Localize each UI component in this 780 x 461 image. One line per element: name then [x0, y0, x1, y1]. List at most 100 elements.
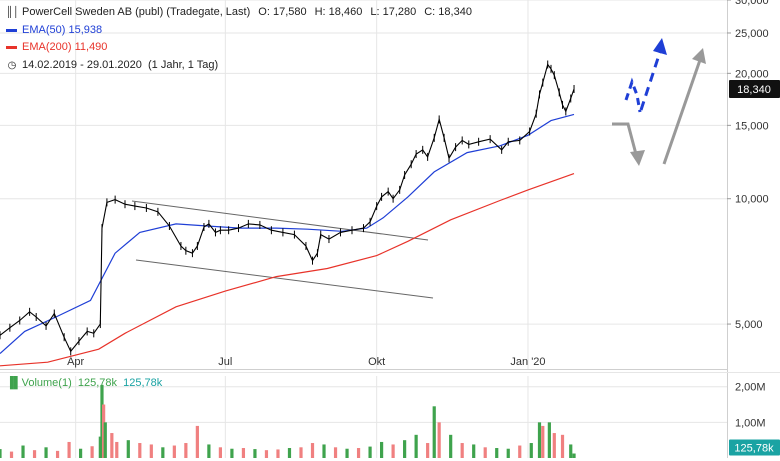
- volume-tag: 125,78k: [734, 443, 774, 455]
- channel-lines: [131, 200, 434, 299]
- ema200-swatch: [6, 46, 17, 50]
- volume-bar: [9, 451, 14, 458]
- volume-bar: [333, 447, 338, 458]
- volume-bar: [432, 406, 436, 458]
- ema50-layer: [0, 113, 575, 354]
- volume-bar: [21, 445, 25, 458]
- volume-bar: [184, 443, 188, 458]
- y-tick-label: 15,000: [735, 120, 769, 132]
- volume-tag-bg: [729, 439, 780, 456]
- volume-bar: [264, 450, 269, 458]
- volume-bar: [102, 404, 106, 458]
- volume-bar: [414, 434, 418, 458]
- y-tick-label: 5,000: [735, 319, 763, 331]
- volume-bar: [299, 447, 303, 458]
- volume-bar: [115, 441, 119, 458]
- volume-bar: [426, 443, 430, 458]
- y-tick-label: 20,000: [735, 68, 769, 80]
- volume-bar: [379, 441, 384, 458]
- volume-legend: ▐▌ Volume(1) 125,78k 125,78k: [6, 377, 162, 389]
- last-price-tag-bg: [729, 80, 780, 99]
- channel-upper-line: [131, 200, 429, 241]
- legend-title-row: ║│ PowerCell Sweden AB (publ) (Tradegate…: [6, 4, 472, 22]
- volume-bar: [161, 447, 165, 458]
- blue-dashed-arrow-long: [639, 51, 662, 111]
- volume-bar: [449, 434, 453, 458]
- candlestick-icon: ║│: [6, 7, 20, 18]
- chart-legend: ║│ PowerCell Sweden AB (publ) (Tradegate…: [6, 4, 472, 74]
- gray-up-arrow-head: [692, 48, 706, 64]
- volume-bars: [0, 384, 576, 458]
- ohlc-close-label: C:: [424, 6, 436, 18]
- volume-bar: [541, 425, 545, 458]
- last-price-tag: 18,340: [737, 84, 771, 96]
- volume-bar: [472, 444, 476, 458]
- volume-bar: [483, 447, 487, 458]
- range-dates: 14.02.2019 - 29.01.2020: [22, 58, 142, 71]
- volume-bar: [241, 448, 246, 458]
- ohlc-high-value: 18,460: [328, 6, 363, 18]
- volume-bar: [103, 422, 107, 458]
- volume-bar: [506, 448, 510, 458]
- volume-bar: [100, 384, 104, 458]
- value-tags: 18,340 125,78k: [729, 80, 780, 456]
- price-layer: [0, 60, 575, 356]
- x-tick-label: Okt: [368, 356, 385, 368]
- volume-bar: [98, 436, 102, 458]
- x-tick-label: Jan '20: [510, 356, 545, 368]
- volume-bar: [310, 443, 315, 458]
- x-tick-label: Apr: [67, 356, 84, 368]
- volume-bar: [67, 441, 71, 458]
- volume-bar: [391, 444, 395, 458]
- projection-arrows: [612, 38, 706, 166]
- volume-bar: [126, 440, 130, 458]
- volume-bar: [55, 450, 60, 458]
- y-tick-label: 25,000: [735, 28, 769, 40]
- volume-bar: [572, 453, 576, 458]
- ema200-layer: [0, 173, 575, 367]
- ema200-value: 11,490: [74, 41, 108, 53]
- legend-range-row: ◷ 14.02.2019 - 29.01.2020 (1 Jahr, 1 Tag…: [6, 57, 472, 75]
- volume-bar: [195, 425, 199, 458]
- volume-bar: [253, 449, 257, 458]
- volume-value-2: 125,78k: [123, 377, 163, 389]
- bar-chart-icon: ▐▌: [6, 377, 22, 389]
- y-tick-label: 10,000: [735, 194, 769, 206]
- channel-lower-line: [135, 259, 434, 299]
- ema200-label: EMA(200): [22, 41, 72, 53]
- volume-bar: [569, 444, 573, 458]
- gray-down-arrow: [612, 122, 639, 159]
- ohlc-low-value: 17,280: [382, 6, 417, 18]
- ohlc-close-value: 18,340: [438, 6, 472, 18]
- ohlc-open-value: 17,580: [272, 6, 307, 18]
- volume-bar: [138, 443, 142, 458]
- volume-bar: [437, 422, 441, 458]
- volume-bar: [547, 422, 551, 458]
- volume-bar: [32, 450, 37, 458]
- volume-bar: [495, 448, 499, 458]
- ema200-line: [0, 173, 575, 367]
- volume-bar: [537, 422, 542, 458]
- gray-down-arrow-head: [630, 150, 645, 166]
- ohlc-high-label: H:: [314, 6, 326, 18]
- volume-bar: [218, 447, 223, 458]
- blue-arrow-head: [653, 38, 667, 55]
- volume-bar: [276, 449, 280, 458]
- volume-bar: [560, 434, 565, 458]
- volume-tick-label: 2,00M: [735, 382, 766, 394]
- range-period: (1 Jahr, 1 Tag): [148, 58, 219, 71]
- y-tick-label: 30,000: [735, 0, 769, 7]
- ema50-swatch: [6, 28, 17, 32]
- ema50-label: EMA(50): [22, 23, 66, 36]
- legend-ema50-row: EMA(50) 15,938: [6, 22, 472, 40]
- blue-dashed-arrow-short: [624, 77, 642, 113]
- volume-bar: [44, 447, 48, 458]
- legend-ema200-row: EMA(200) 11,490: [6, 39, 472, 57]
- volume-bar: [207, 444, 211, 458]
- ohlc-low-label: L:: [370, 6, 380, 18]
- volume-label: Volume(1): [21, 377, 72, 389]
- volume-tick-label: 1,00M: [735, 417, 766, 429]
- volume-bar: [460, 443, 464, 458]
- chart-title: PowerCell Sweden AB (publ) (Tradegate, L…: [22, 6, 251, 18]
